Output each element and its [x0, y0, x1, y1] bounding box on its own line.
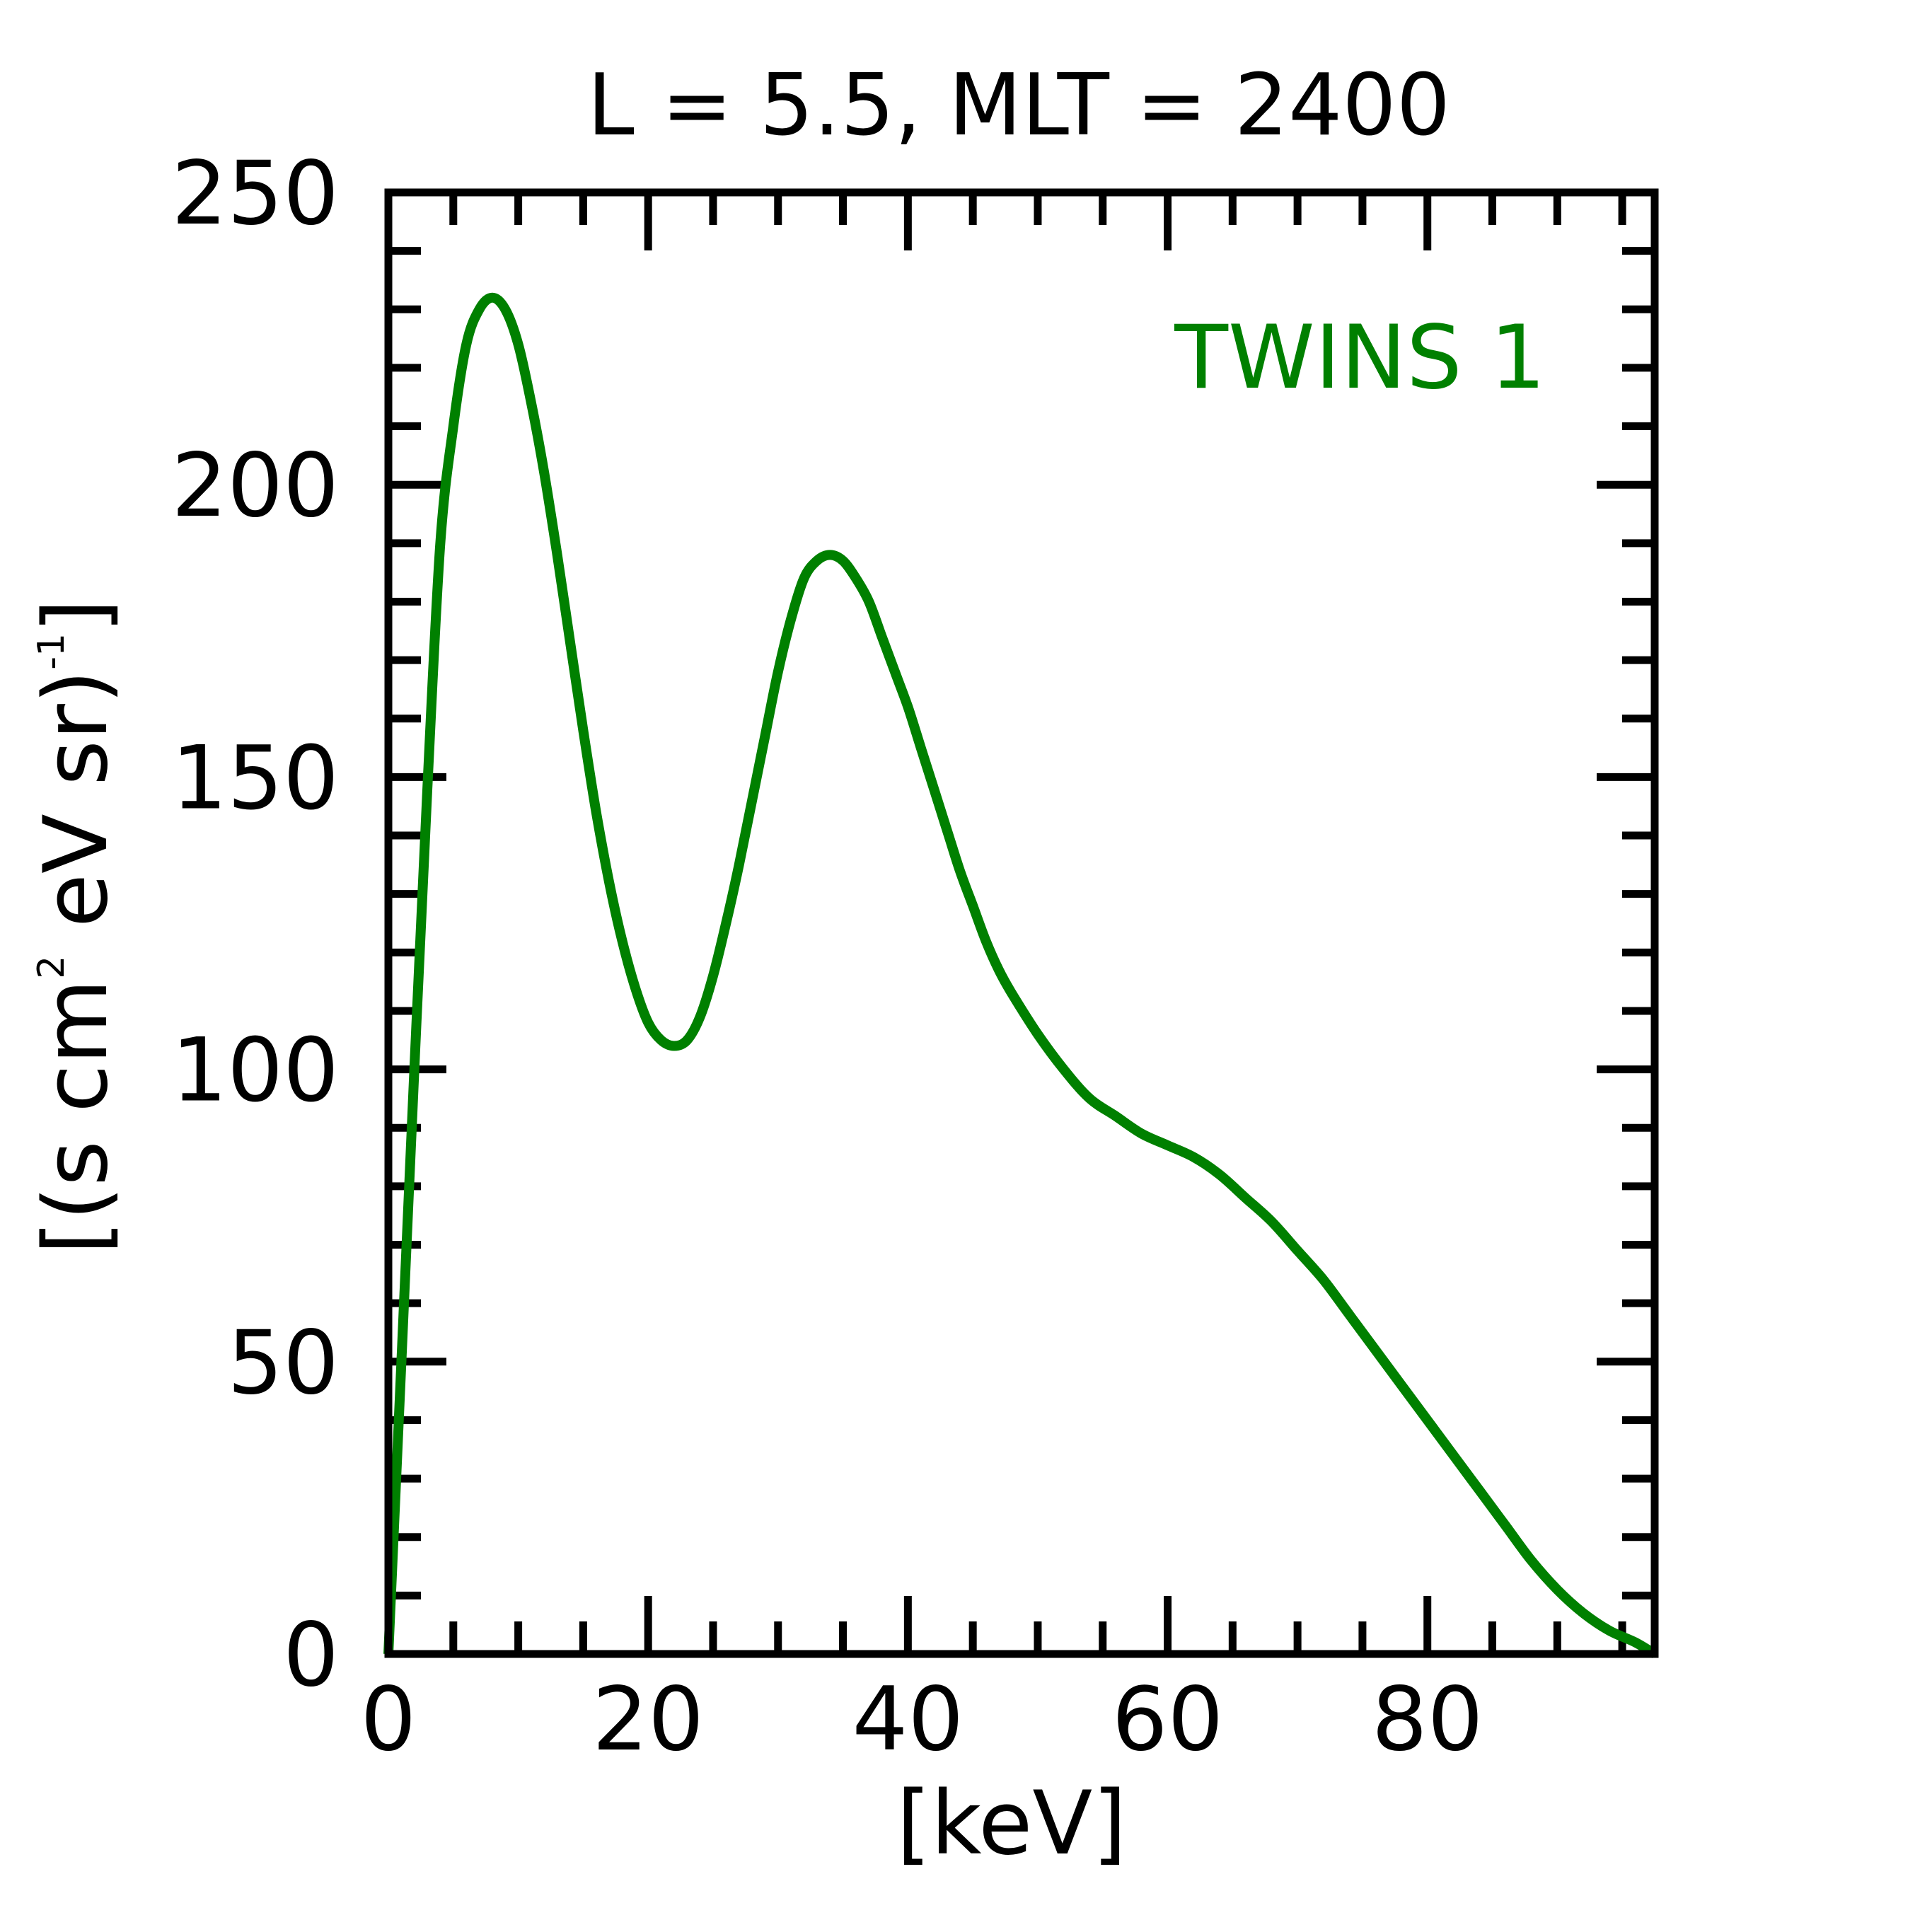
- y-axis-label-sup2: -1: [30, 633, 73, 670]
- x-tick-label: 60: [1112, 1669, 1224, 1771]
- x-tick-label: 0: [361, 1669, 417, 1771]
- y-tick-label: 250: [171, 143, 339, 245]
- x-tick-label: 80: [1372, 1669, 1483, 1771]
- y-axis-label-middle: eV sr): [25, 670, 127, 956]
- chart-title: L = 5.5, MLT = 2400: [587, 57, 1450, 155]
- legend-twins-1: TWINS 1: [1174, 307, 1546, 409]
- x-tick-label: 20: [592, 1669, 704, 1771]
- y-tick-label: 100: [171, 1020, 339, 1122]
- y-axis-label-end: ]: [25, 598, 127, 632]
- y-axis-label: [(s cm2 eV sr)-1]: [25, 598, 127, 1254]
- series-layer: [383, 292, 1658, 1658]
- y-axis-label-base: [(s cm: [25, 979, 127, 1255]
- minor-ticks: [388, 192, 1655, 1654]
- y-tick-label: 150: [171, 727, 339, 829]
- x-tick-label: 40: [852, 1669, 964, 1771]
- series-line-0: [383, 292, 1658, 1658]
- major-ticks: [384, 188, 1655, 1658]
- y-axis-label-sup1: 2: [30, 956, 73, 979]
- y-tick-label: 200: [171, 435, 339, 537]
- y-tick-label: 50: [227, 1312, 339, 1414]
- x-tick-labels: 0 20 40 60 80: [361, 1669, 1483, 1771]
- x-axis-label: [keV]: [896, 1773, 1126, 1875]
- y-tick-label: 0: [283, 1604, 339, 1706]
- plot-frame: [384, 188, 1659, 1658]
- y-tick-labels: 0 50 100 150 200 250: [171, 143, 339, 1706]
